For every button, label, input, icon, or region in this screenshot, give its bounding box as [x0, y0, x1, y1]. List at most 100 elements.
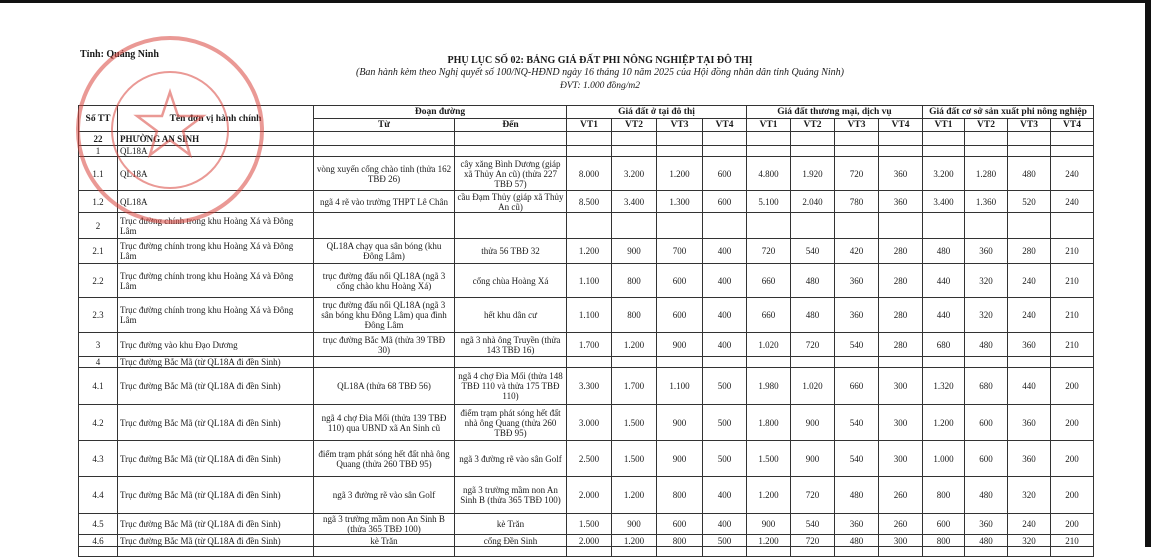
row-from: ngã 4 chợ Đìa Mối (thửa 139 TBĐ 110) qua… — [313, 404, 455, 441]
price-tm-vt1 — [746, 356, 791, 368]
header-sx-vt3: VT3 — [1007, 118, 1051, 132]
header-tm-vt3: VT3 — [834, 118, 879, 132]
price-tm-vt3 — [834, 145, 879, 157]
price-tm-vt3 — [834, 131, 879, 146]
row-from: kè Trăn — [313, 534, 455, 547]
row-to — [454, 145, 567, 157]
table-row: 2.2 Trục đường chính trong khu Hoàng Xá v… — [78, 263, 1094, 298]
price-o-vt3 — [656, 212, 703, 239]
row-stt: 22 — [78, 131, 118, 146]
price-o-vt4: 400 — [702, 513, 747, 535]
price-sx-vt2: 480 — [964, 476, 1008, 514]
table-row: 1 QL18A — [78, 145, 1094, 157]
row-stt: 4 — [78, 356, 118, 368]
price-sx-vt4: 240 — [1050, 190, 1094, 213]
price-o-vt1: 2.000 — [566, 476, 612, 514]
table-row: 2.1 Trục đường chính trong khu Hoàng Xá v… — [78, 238, 1094, 264]
empty-cell — [313, 546, 455, 557]
price-sx-vt2: 320 — [964, 263, 1008, 298]
price-tm-vt1: 1.800 — [746, 404, 791, 441]
row-to: điểm trạm phát sóng hết đất nhà ông Quan… — [454, 404, 567, 441]
row-from — [313, 145, 455, 157]
price-o-vt1 — [566, 212, 612, 239]
price-sx-vt2: 320 — [964, 297, 1008, 333]
price-o-vt2: 1.500 — [611, 404, 657, 441]
price-sx-vt1 — [922, 356, 965, 368]
row-stt: 4.2 — [78, 404, 118, 441]
price-sx-vt4: 210 — [1050, 263, 1094, 298]
price-tm-vt2: 900 — [790, 404, 835, 441]
price-o-vt1: 8.500 — [566, 190, 612, 213]
price-tm-vt4: 280 — [878, 332, 923, 357]
header-stt: Số TT — [78, 105, 118, 132]
price-o-vt4 — [702, 131, 747, 146]
price-sx-vt1: 800 — [922, 476, 965, 514]
table-row: 4 Trục đường Bắc Mã (từ QL18A đi đền Sinh… — [78, 356, 1094, 368]
price-sx-vt1: 3.400 — [922, 190, 965, 213]
price-sx-vt2 — [964, 145, 1008, 157]
price-sx-vt3 — [1007, 131, 1051, 146]
row-from: QL18A chạy qua sân bóng (khu Đông Lâm) — [313, 238, 455, 264]
empty-cell — [454, 546, 567, 557]
price-sx-vt1: 3.200 — [922, 156, 965, 191]
row-stt: 4.5 — [78, 513, 118, 535]
table-row: 4.2 Trục đường Bắc Mã (từ QL18A đi đền Si… — [78, 404, 1094, 441]
row-to: thửa 56 TBĐ 32 — [454, 238, 567, 264]
price-sx-vt4 — [1050, 145, 1094, 157]
header-sx-vt1: VT1 — [922, 118, 965, 132]
price-tm-vt3: 660 — [834, 367, 879, 405]
price-tm-vt1 — [746, 212, 791, 239]
price-tm-vt4: 280 — [878, 263, 923, 298]
price-sx-vt3: 320 — [1007, 534, 1051, 547]
price-sx-vt3: 320 — [1007, 476, 1051, 514]
price-o-vt1 — [566, 131, 612, 146]
price-o-vt3: 600 — [656, 263, 703, 298]
price-tm-vt4: 260 — [878, 513, 923, 535]
price-tm-vt1: 1.020 — [746, 332, 791, 357]
price-o-vt2: 900 — [611, 238, 657, 264]
price-tm-vt3: 480 — [834, 476, 879, 514]
price-tm-vt1: 1.980 — [746, 367, 791, 405]
price-tm-vt3: 480 — [834, 534, 879, 547]
price-o-vt3: 900 — [656, 332, 703, 357]
table-row: 4.4 Trục đường Bắc Mã (từ QL18A đi đền Si… — [78, 476, 1094, 514]
header-commercial: Giá đất thương mại, dịch vụ — [746, 105, 923, 119]
price-tm-vt1: 720 — [746, 238, 791, 264]
price-tm-vt1: 1.200 — [746, 534, 791, 547]
row-to — [454, 212, 567, 239]
price-o-vt1: 3.000 — [566, 404, 612, 441]
empty-cell — [1050, 546, 1094, 557]
row-to: ngã 3 nhà ông Truyền (thửa 143 TBĐ 16) — [454, 332, 567, 357]
row-from: ngã 4 rẽ vào trường THPT Lê Chân — [313, 190, 455, 213]
price-tm-vt3: 540 — [834, 332, 879, 357]
price-sx-vt2: 680 — [964, 367, 1008, 405]
empty-cell — [1007, 546, 1051, 557]
price-sx-vt4 — [1050, 131, 1094, 146]
row-name: Trục đường chính trong khu Hoàng Xá và Đ… — [117, 212, 314, 239]
price-tm-vt4: 300 — [878, 367, 923, 405]
price-o-vt2: 900 — [611, 513, 657, 535]
empty-cell — [834, 546, 879, 557]
price-o-vt4: 500 — [702, 404, 747, 441]
price-tm-vt2: 720 — [790, 332, 835, 357]
price-o-vt1: 3.300 — [566, 367, 612, 405]
table-row-cutoff — [78, 546, 1094, 557]
price-sx-vt4: 210 — [1050, 297, 1094, 333]
row-stt: 2.2 — [78, 263, 118, 298]
header-o-vt1: VT1 — [566, 118, 612, 132]
price-sx-vt2: 600 — [964, 440, 1008, 477]
price-tm-vt3: 540 — [834, 404, 879, 441]
price-o-vt2: 800 — [611, 297, 657, 333]
price-o-vt2: 3.200 — [611, 156, 657, 191]
price-sx-vt1: 440 — [922, 263, 965, 298]
price-o-vt2 — [611, 145, 657, 157]
row-to: cổng chùa Hoàng Xá — [454, 263, 567, 298]
price-tm-vt2 — [790, 212, 835, 239]
price-o-vt1: 1.700 — [566, 332, 612, 357]
price-sx-vt2: 480 — [964, 332, 1008, 357]
row-to: kè Trăn — [454, 513, 567, 535]
price-o-vt2: 3.400 — [611, 190, 657, 213]
empty-cell — [922, 546, 965, 557]
price-sx-vt2: 360 — [964, 513, 1008, 535]
price-o-vt4: 600 — [702, 156, 747, 191]
